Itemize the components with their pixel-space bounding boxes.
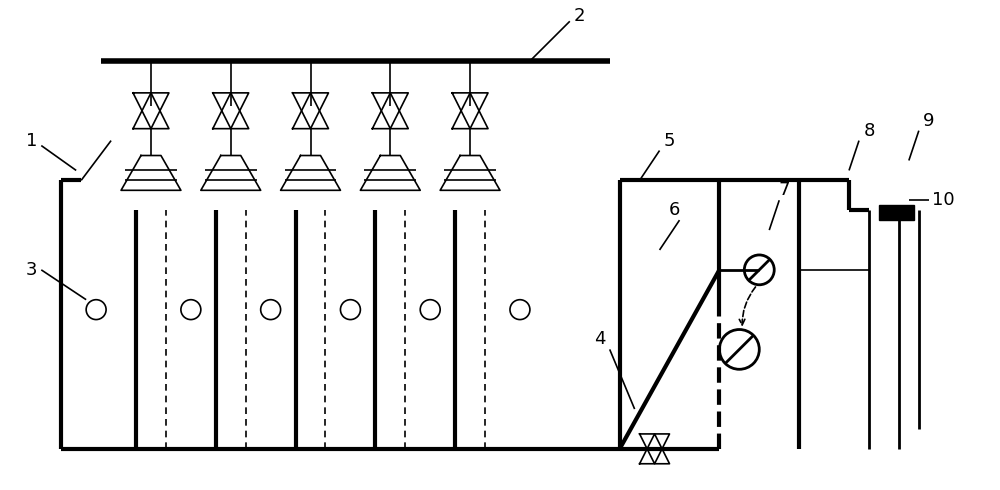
Text: 1: 1	[26, 132, 37, 149]
Text: 8: 8	[863, 122, 875, 140]
Text: 7: 7	[778, 181, 790, 199]
Text: 10: 10	[932, 191, 955, 209]
Text: 2: 2	[574, 7, 586, 25]
Bar	[879, 205, 914, 220]
Text: 3: 3	[26, 261, 37, 279]
Text: 6: 6	[669, 201, 680, 219]
Text: 4: 4	[594, 330, 605, 348]
Text: 9: 9	[923, 112, 935, 130]
Text: 5: 5	[664, 132, 675, 149]
